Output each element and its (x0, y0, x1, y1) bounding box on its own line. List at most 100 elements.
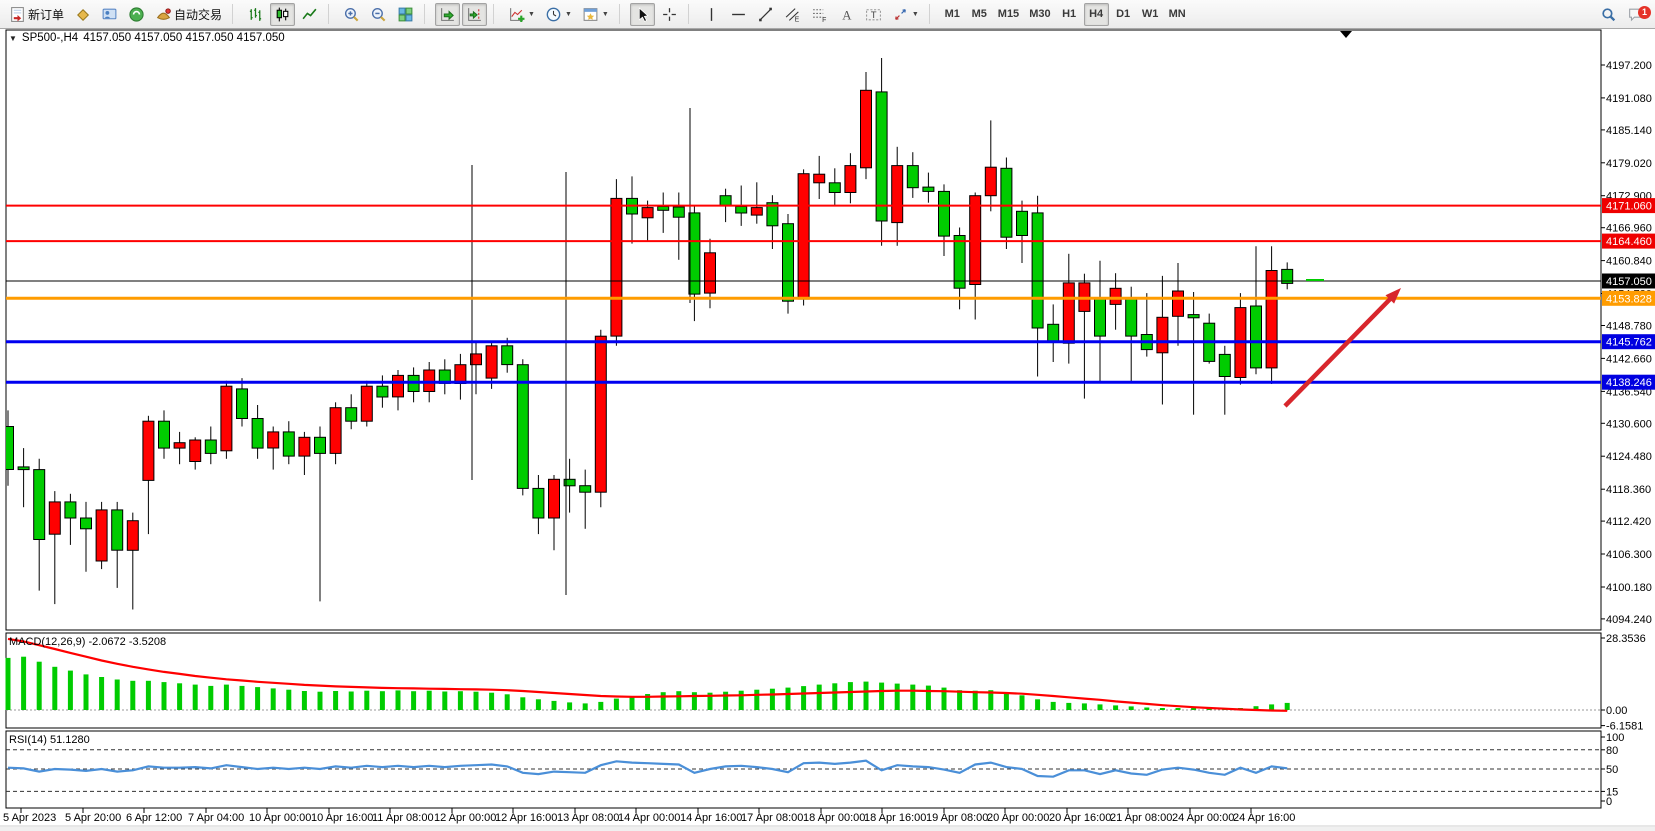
price-badge-4153.828 (1602, 290, 1655, 306)
bar-chart-button[interactable] (243, 3, 268, 26)
macd-pane: 28.3536 0.00 -6.1581 (5, 633, 1646, 733)
hline-tool-icon (731, 13, 745, 15)
svg-text:4197.200: 4197.200 (1606, 60, 1652, 72)
svg-text:-6.1581: -6.1581 (1606, 721, 1643, 733)
tf-h1-button[interactable]: H1 (1057, 3, 1082, 26)
tf-h4-button-label: H4 (1089, 8, 1104, 20)
svg-text:80: 80 (1606, 745, 1618, 757)
market-watch-button[interactable] (70, 3, 95, 26)
macd-indicator-label: MACD(12,26,9) -2.0672 -3.5208 (9, 636, 167, 648)
vline-tool-button[interactable] (699, 3, 724, 26)
cursor-button[interactable] (629, 2, 655, 26)
svg-text:A: A (842, 8, 852, 22)
tf-m5-button[interactable]: M5 (967, 3, 992, 26)
svg-text:4164.460: 4164.460 (1606, 236, 1652, 248)
new-order-icon (11, 6, 24, 22)
candlestick-layer (6, 58, 1294, 610)
hline-tool-button[interactable] (726, 3, 751, 26)
svg-text:4153.828: 4153.828 (1606, 293, 1652, 305)
svg-text:20 Apr 00:00: 20 Apr 00:00 (987, 812, 1049, 824)
new-order-button-label: 新订单 (28, 7, 65, 22)
tf-m1-button-label: M1 (944, 8, 960, 20)
autotrading-button-label: 自动交易 (174, 7, 223, 22)
svg-text:4106.300: 4106.300 (1606, 549, 1652, 561)
auto-scroll-icon (441, 7, 454, 21)
svg-text:4171.060: 4171.060 (1606, 201, 1652, 213)
tf-mn-button[interactable]: MN (1165, 3, 1190, 26)
navigator-button[interactable] (97, 3, 122, 26)
search-button[interactable] (1596, 3, 1621, 26)
text-tool-button[interactable]: A (834, 3, 859, 26)
zoom-in-button[interactable] (339, 3, 364, 26)
tf-m15-button[interactable]: M15 (994, 3, 1023, 26)
toolbar-separator (687, 4, 694, 24)
rsi-indicator-label: RSI(14) 51.1280 (9, 734, 90, 746)
periods-button[interactable]: ▼ (541, 3, 576, 26)
tf-m5-button-label: M5 (971, 8, 987, 20)
svg-text:7 Apr 04:00: 7 Apr 04:00 (188, 812, 244, 824)
pane-frames (5, 29, 1602, 809)
chart-shift-icon (468, 7, 481, 21)
price-badges: 4171.060 4164.460 4157.050 4153.828 4145.762… (1602, 198, 1655, 390)
svg-text:18 Apr 16:00: 18 Apr 16:00 (864, 812, 926, 824)
svg-text:10 Apr 00:00: 10 Apr 00:00 (249, 812, 311, 824)
terminal-button[interactable] (124, 3, 149, 26)
candlestick-icon (276, 7, 289, 21)
label-tool-button[interactable]: T (861, 3, 886, 26)
tile-windows-button[interactable] (393, 3, 418, 26)
templates-button[interactable]: ▼ (578, 3, 613, 26)
price-badge-4145.762 (1602, 334, 1655, 350)
tf-m30-button[interactable]: M30 (1025, 3, 1054, 26)
svg-text:4142.660: 4142.660 (1606, 353, 1652, 365)
svg-text:0.00: 0.00 (1606, 705, 1627, 717)
trendline-tool-button[interactable] (753, 3, 778, 26)
chart-shift-marker[interactable] (1340, 31, 1352, 38)
tf-h4-button[interactable]: H4 (1083, 2, 1109, 26)
svg-text:4138.246: 4138.246 (1606, 377, 1652, 389)
new-order-button[interactable]: 新订单 (5, 3, 68, 26)
periods-icon (546, 7, 561, 21)
tf-d1-button-label: D1 (1116, 8, 1131, 20)
toolbar: 新订单 自动交易 ▼ ▼ ▼ E F A T ▼ M1 M5 M15 M30 H1 H4 D1 W1 MN 1 (0, 0, 1655, 29)
symbol-dropdown-icon[interactable]: ▼ (9, 33, 17, 43)
notifications-button[interactable]: 1 (1623, 3, 1651, 26)
svg-text:4148.780: 4148.780 (1606, 321, 1652, 333)
tf-m15-button-label: M15 (997, 8, 1020, 20)
zoom-in-icon (344, 7, 359, 21)
price-axis: 4197.2004191.0804185.1404179.0204172.900… (1601, 60, 1652, 626)
cursor-icon (638, 6, 649, 22)
arrows-tool-button[interactable]: ▼ (888, 3, 923, 26)
auto-scroll-button[interactable] (435, 2, 461, 26)
candlestick-button[interactable] (270, 2, 296, 26)
indicators-button[interactable]: ▼ (504, 3, 539, 26)
svg-text:T: T (871, 10, 877, 21)
crosshair-button[interactable] (657, 3, 682, 26)
terminal-icon (129, 6, 144, 22)
price-badge-4171.060 (1602, 198, 1655, 214)
zoom-out-button[interactable] (366, 3, 391, 26)
svg-text:24 Apr 16:00: 24 Apr 16:00 (1233, 812, 1295, 824)
line-chart-button[interactable] (297, 3, 322, 26)
channel-tool-icon: E (785, 7, 799, 23)
chevron-down-icon: ▼ (564, 10, 572, 18)
trend-arrow[interactable] (1283, 288, 1401, 408)
chevron-down-icon: ▼ (528, 10, 535, 18)
search-icon (1602, 8, 1616, 22)
svg-text:4166.960: 4166.960 (1606, 223, 1652, 235)
label-tool-icon: T (865, 8, 881, 21)
channel-tool-button[interactable]: E (780, 3, 805, 26)
tf-m1-button[interactable]: M1 (940, 3, 965, 26)
chart-shift-button[interactable] (462, 2, 488, 26)
tf-d1-button[interactable]: D1 (1111, 3, 1136, 26)
toolbar-separator (493, 4, 499, 24)
fibonacci-tool-button[interactable]: F (807, 3, 832, 26)
svg-text:28.3536: 28.3536 (1606, 633, 1646, 645)
svg-text:14 Apr 16:00: 14 Apr 16:00 (680, 812, 742, 824)
tf-w1-button[interactable]: W1 (1138, 3, 1163, 26)
svg-text:24 Apr 00:00: 24 Apr 00:00 (1172, 812, 1234, 824)
svg-text:15: 15 (1606, 786, 1618, 798)
autotrading-button[interactable]: 自动交易 (151, 3, 226, 26)
tf-w1-button-label: W1 (1141, 8, 1159, 20)
